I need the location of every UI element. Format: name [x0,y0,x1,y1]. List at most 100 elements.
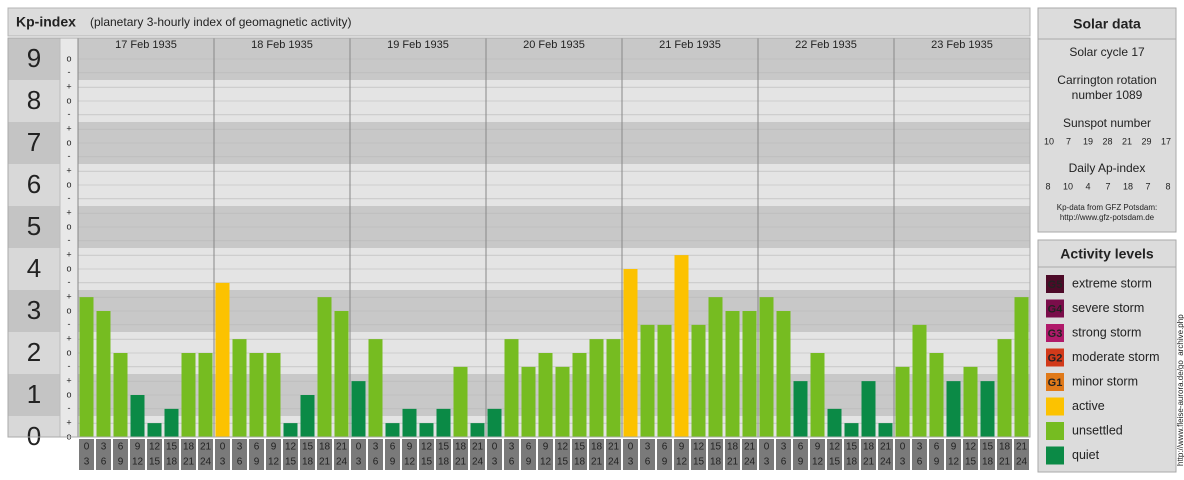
y-label-cell [8,290,60,332]
minor-tick-label: - [68,235,71,245]
hour-cell [1014,439,1029,470]
hour-cell [368,439,383,470]
legend-swatch [1046,397,1064,416]
legend-label: extreme storm [1072,276,1152,290]
hour-label: 9 [934,457,940,468]
hour-cell [504,439,519,470]
minor-tick-label: + [66,418,71,428]
minor-tick-label: + [66,292,71,302]
bar [725,311,740,437]
bar [317,297,332,437]
bar [895,366,910,437]
legend-swatch [1046,324,1064,342]
hour-label: 3 [237,442,243,453]
hour-cell [232,439,247,470]
minor-tick-label: - [68,67,71,77]
sunspot-value: 19 [1083,136,1093,146]
minor-tick-label: o [66,305,71,315]
hour-label: 18 [166,457,178,468]
bar [198,353,213,437]
y-label-cell [8,164,60,206]
hour-label: 6 [781,457,787,468]
hour-label: 18 [438,457,450,468]
hour-label: 21 [472,442,484,453]
minor-tick-label: o [66,389,71,399]
bar [504,339,519,437]
hour-cell [181,439,196,470]
hour-cell [215,439,230,470]
bar [215,282,230,437]
legend-swatch [1046,275,1064,293]
hour-label: 24 [200,457,212,468]
bar [1014,297,1029,437]
chart-title: Kp-index [16,14,76,30]
hour-label: 3 [220,457,226,468]
hour-label: 21 [455,457,467,468]
day-label: 22 Feb 1935 [795,39,857,51]
legend-label: minor storm [1072,374,1138,388]
sunspot-value: 7 [1066,136,1071,146]
hour-label: 9 [662,457,668,468]
hour-label: 6 [254,442,260,453]
hour-label: 21 [183,457,195,468]
bar [487,408,502,437]
minor-tick-label: + [66,82,71,92]
bar [623,269,638,437]
minor-tick-label: + [66,208,71,218]
hour-label: 18 [319,442,331,453]
hour-label: 18 [846,457,858,468]
minor-tick-label: - [68,151,71,161]
hour-cell [419,439,434,470]
hour-label: 12 [676,457,688,468]
bar [793,381,808,437]
y-tick-label: 1 [27,379,41,409]
hour-label: 15 [421,457,433,468]
hour-label: 12 [829,442,841,453]
hour-label: 18 [710,457,722,468]
bar [878,423,893,437]
hour-label: 0 [220,442,226,453]
hour-label: 3 [645,442,651,453]
hour-cell [606,439,621,470]
hour-label: 6 [373,457,379,468]
legend-code: G4 [1048,303,1064,315]
hour-cell [623,439,638,470]
hour-label: 6 [917,457,923,468]
hour-label: 3 [492,457,498,468]
bar [657,324,672,437]
hour-label: 12 [268,457,280,468]
y-tick-label: 0 [27,421,41,451]
day-label: 18 Feb 1935 [251,39,313,51]
legend-code: G2 [1048,352,1063,364]
hour-cell [96,439,111,470]
legend-code: G5 [1048,279,1063,291]
hour-label: 12 [965,442,977,453]
hour-label: 24 [744,457,756,468]
y-tick-label: 6 [27,169,41,199]
hour-label: 21 [319,457,331,468]
hour-label: 6 [390,442,396,453]
hour-label: 6 [118,442,124,453]
sunspot-value: 28 [1102,136,1112,146]
bar [810,353,825,437]
hour-label: 12 [421,442,433,453]
header [7,7,1031,37]
ap-value: 4 [1085,181,1090,191]
hour-cell [198,439,213,470]
hour-cell [742,439,757,470]
hour-label: 6 [662,442,668,453]
y-tick-label: 4 [27,253,41,283]
hour-label: 9 [526,457,532,468]
bar [130,395,145,437]
legend-label: moderate storm [1072,350,1160,364]
hour-label: 18 [982,457,994,468]
hour-cell [130,439,145,470]
hour-cell [470,439,485,470]
ap-value: 18 [1123,181,1133,191]
legend-swatch [1046,299,1064,318]
day-label: 17 Feb 1935 [115,39,177,51]
hour-label: 0 [84,442,90,453]
hour-label: 9 [135,442,141,453]
hour-label: 0 [492,442,498,453]
hour-label: 15 [829,457,841,468]
